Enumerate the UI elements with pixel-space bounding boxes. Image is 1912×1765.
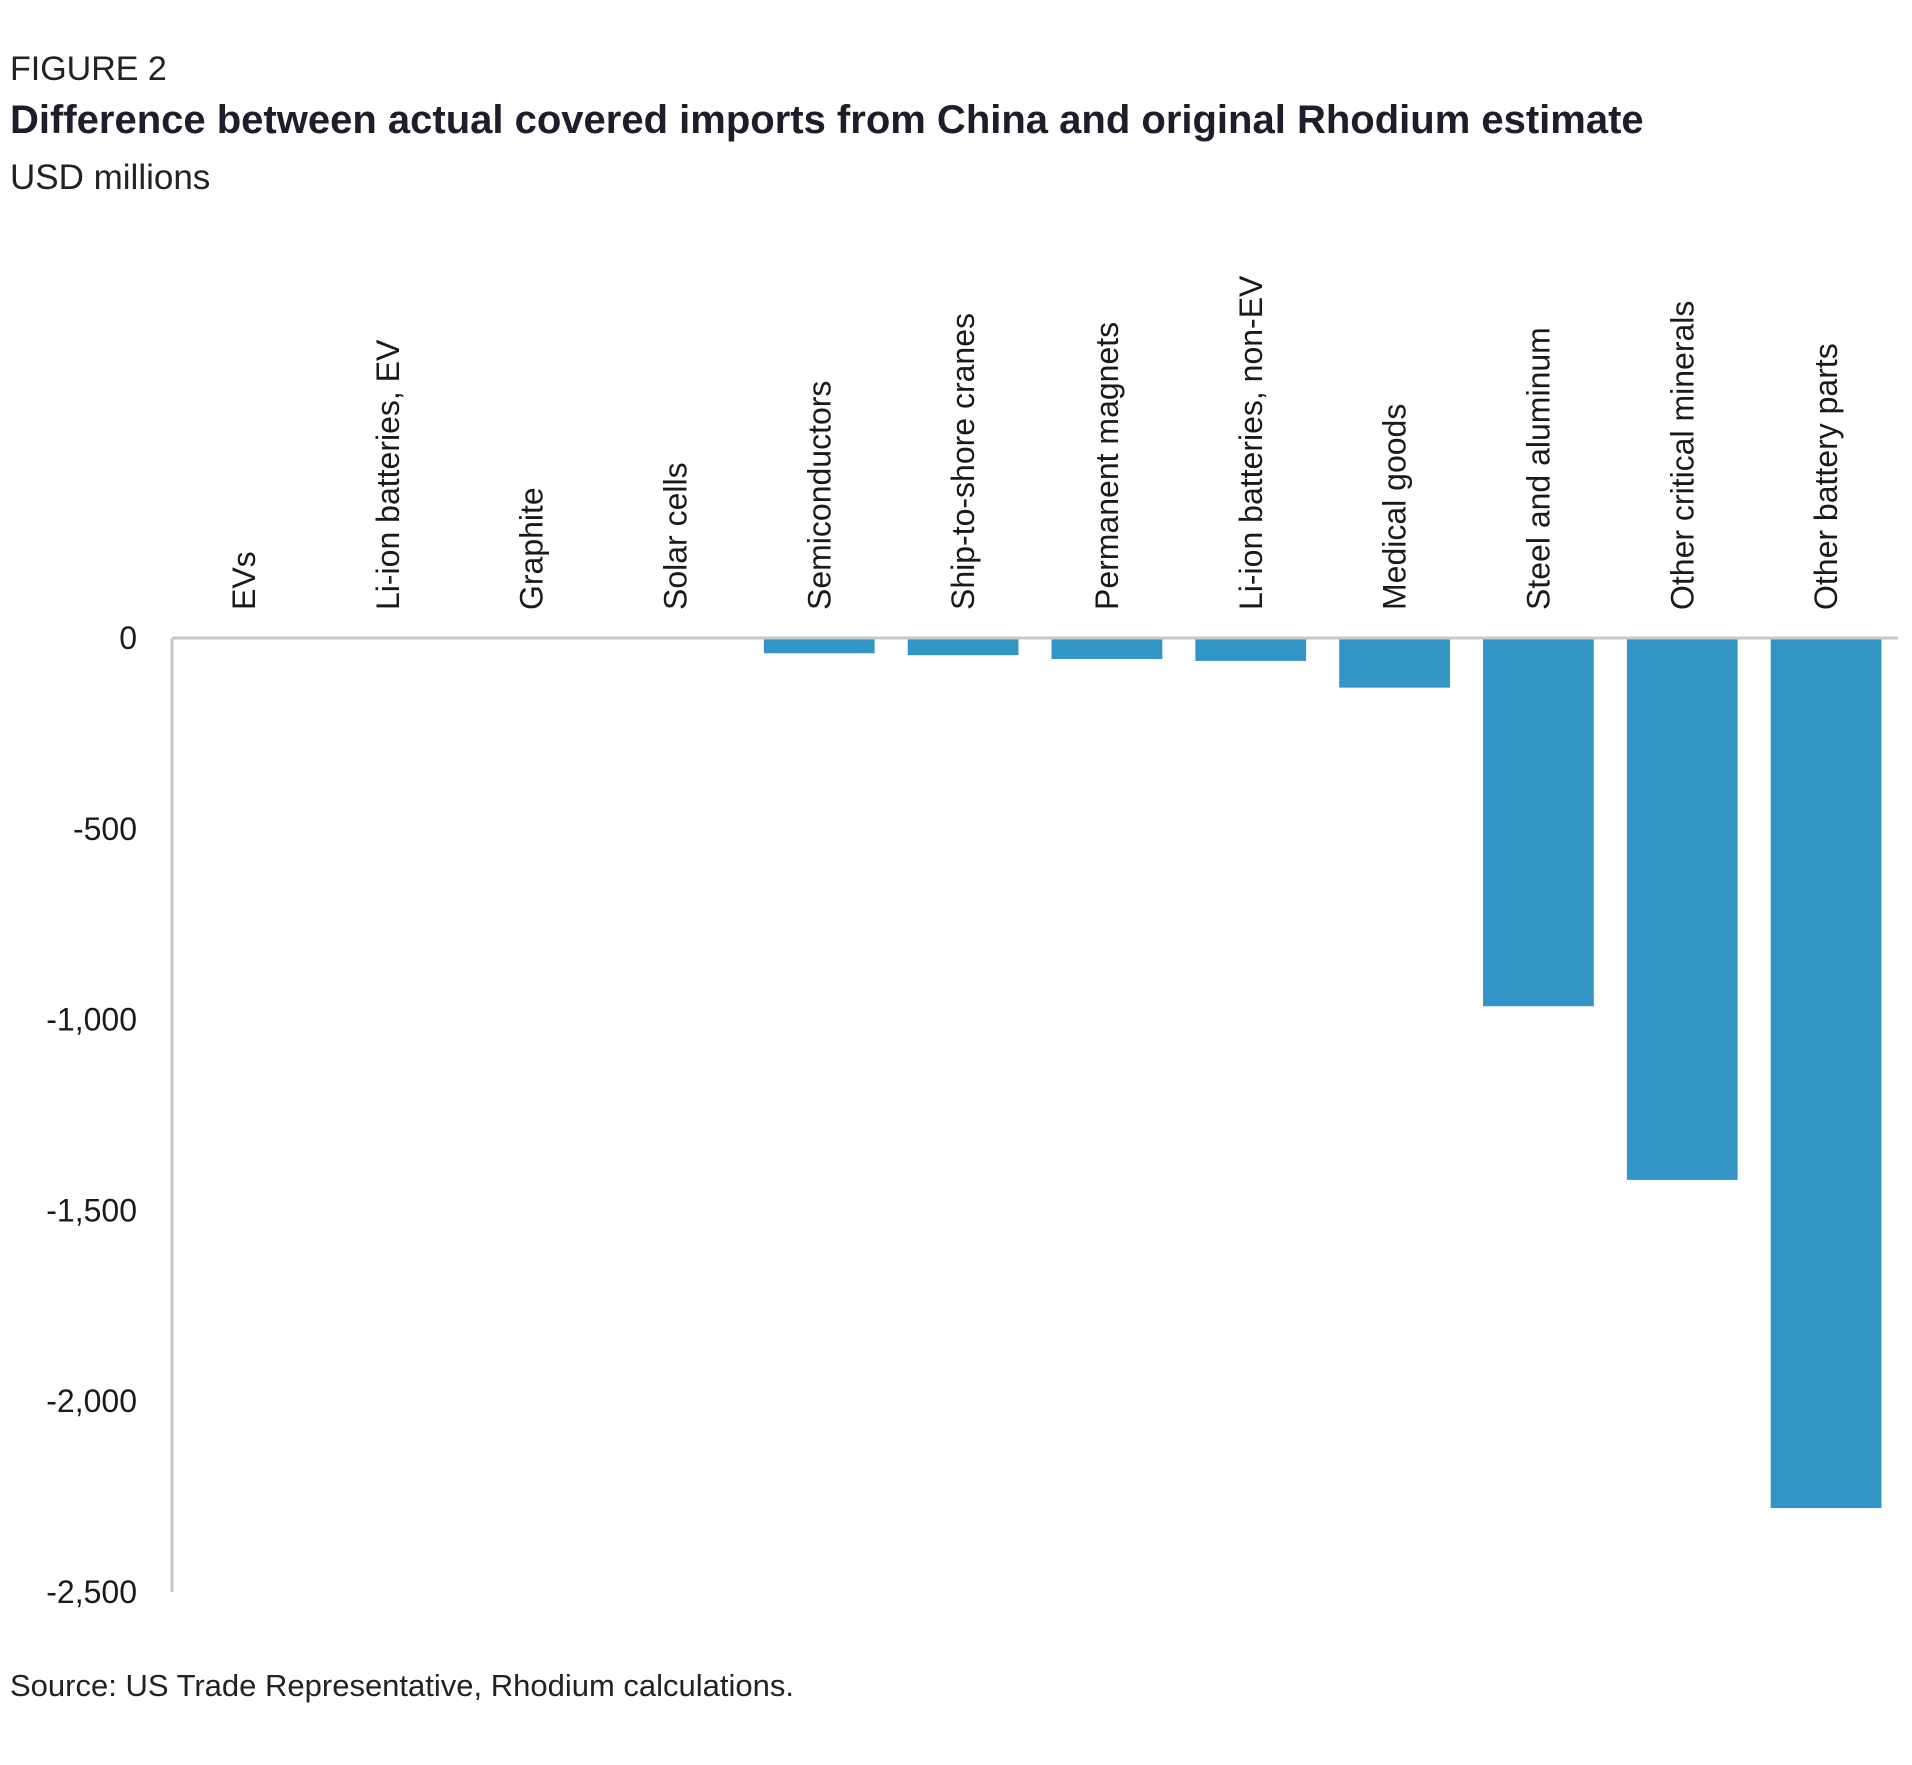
- bar-10: [1483, 638, 1594, 1007]
- category-label-2: Li-ion batteries, EV: [370, 339, 406, 610]
- category-label-4: Solar cells: [657, 462, 693, 610]
- category-label-8: Li-ion batteries, non-EV: [1233, 275, 1269, 610]
- category-label-7: Permanent magnets: [1089, 322, 1125, 610]
- chart-title: Difference between actual covered import…: [10, 98, 1644, 142]
- bar-5: [763, 638, 875, 654]
- category-labels: EVs Li-ion batteries, EV Graphite Solar cel…: [226, 275, 1844, 610]
- y-axis-ticks: 0 -500 -1,000 -1,500 -2,000 -2,500: [46, 620, 137, 1610]
- bar-6: [907, 638, 1019, 656]
- bar-8: [1195, 638, 1307, 661]
- y-tick-label-4: -1,500: [46, 1192, 137, 1228]
- category-label-10: Steel and aluminum: [1520, 327, 1556, 610]
- figure-label: FIGURE 2: [10, 50, 167, 88]
- y-tick-label-1: 0: [119, 620, 137, 656]
- chart-subtitle: USD millions: [10, 158, 211, 197]
- bar-11: [1626, 638, 1738, 1180]
- category-label-6: Ship-to-shore cranes: [945, 313, 981, 610]
- category-label-5: Semiconductors: [801, 381, 837, 610]
- category-label-1: EVs: [226, 551, 262, 610]
- source-note: Source: US Trade Representative, Rhodium…: [10, 1668, 795, 1703]
- y-tick-label-5: -2,000: [46, 1383, 137, 1419]
- category-label-11: Other critical minerals: [1664, 301, 1700, 610]
- y-tick-label-2: -500: [73, 811, 137, 847]
- bar-9: [1339, 638, 1450, 688]
- y-tick-label-6: -2,500: [46, 1574, 137, 1610]
- bars-group: [763, 638, 1882, 1509]
- category-label-12: Other battery parts: [1808, 343, 1844, 610]
- y-tick-label-3: -1,000: [46, 1002, 137, 1038]
- category-label-9: Medical goods: [1377, 404, 1413, 610]
- bar-7: [1051, 638, 1163, 659]
- bar-12: [1770, 638, 1882, 1509]
- category-label-3: Graphite: [514, 487, 550, 610]
